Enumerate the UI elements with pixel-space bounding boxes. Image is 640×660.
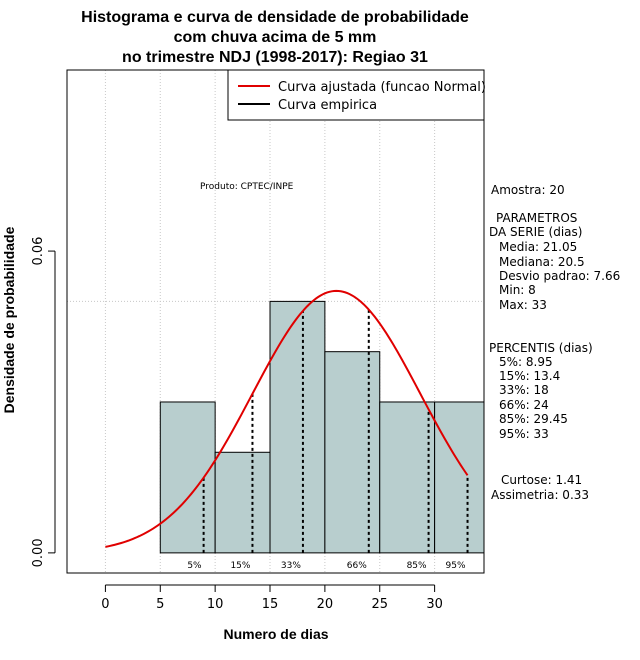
percentil-33: 33%: 18 bbox=[499, 383, 549, 397]
percentil-15: 15%: 13.4 bbox=[499, 369, 560, 383]
percentil-95: 95%: 33 bbox=[499, 427, 549, 441]
chart-title-line-2: com chuva acima de 5 mm bbox=[174, 29, 377, 46]
legend-label-fitted: Curva ajustada (funcao Normal) bbox=[278, 80, 486, 95]
x-tick-label-25: 25 bbox=[371, 597, 388, 612]
legend: Curva ajustada (funcao Normal) Curva emp… bbox=[227, 69, 486, 121]
x-tick-label-20: 20 bbox=[317, 597, 334, 612]
normal-curve-layer bbox=[105, 289, 469, 548]
percentil-66: 66%: 24 bbox=[499, 398, 549, 412]
chart-title-line-1: Histograma e curva de densidade de proba… bbox=[81, 9, 469, 26]
histogram-bar-5 bbox=[434, 401, 485, 554]
x-tick-label-15: 15 bbox=[262, 597, 279, 612]
histogram-bar-2 bbox=[269, 300, 326, 554]
y-tick-label-0: 0.00 bbox=[31, 538, 46, 567]
percentile-lines: 5% 15% 33% 66% 85% 95% bbox=[187, 309, 469, 571]
chart-title-line-3: no trimestre NDJ (1998-2017): Regiao 31 bbox=[122, 49, 428, 66]
percentile-label-0: 5% bbox=[187, 561, 202, 571]
legend-label-empirical: Curva empirica bbox=[278, 98, 377, 113]
param-desvio: Desvio padrao: 7.66 bbox=[499, 269, 620, 283]
percentil-5: 5%: 8.95 bbox=[499, 355, 553, 369]
histogram-bar-3 bbox=[324, 351, 381, 554]
y-tick-label-1: 0.06 bbox=[31, 237, 46, 266]
grid-lines bbox=[67, 70, 484, 573]
x-tick-label-10: 10 bbox=[207, 597, 224, 612]
param-mediana: Mediana: 20.5 bbox=[499, 255, 585, 269]
x-tick-label-30: 30 bbox=[426, 597, 443, 612]
axes: 0 5 10 15 20 25 30 0.00 0.06 bbox=[31, 69, 485, 612]
assimetria: Assimetria: 0.33 bbox=[491, 488, 589, 502]
param-min: Min: 8 bbox=[499, 283, 536, 297]
params-title-1: PARAMETROS bbox=[496, 211, 577, 225]
param-max: Max: 33 bbox=[499, 298, 547, 312]
percentil-85: 85%: 29.45 bbox=[499, 412, 568, 426]
param-media: Media: 21.05 bbox=[499, 240, 577, 254]
percentile-label-4: 85% bbox=[407, 561, 427, 571]
histogram-bar-1 bbox=[214, 451, 271, 554]
sample-size: Amostra: 20 bbox=[491, 183, 565, 197]
histogram-bars bbox=[159, 300, 485, 554]
percentile-label-5: 95% bbox=[446, 561, 466, 571]
x-tick-label-0: 0 bbox=[101, 597, 109, 612]
statistics-panel: Amostra: 20 PARAMETROS DA SERIE (dias) M… bbox=[489, 183, 620, 502]
percentis-title: PERCENTIS (dias) bbox=[489, 341, 593, 355]
percentile-label-2: 33% bbox=[281, 561, 301, 571]
curtose: Curtose: 1.41 bbox=[501, 473, 582, 487]
legend-box bbox=[227, 69, 485, 121]
histogram-bar-0 bbox=[159, 401, 216, 554]
product-label: Produto: CPTEC/INPE bbox=[200, 182, 294, 192]
histogram-bar-4 bbox=[379, 401, 436, 554]
x-tick-label-5: 5 bbox=[156, 597, 164, 612]
normal-curve bbox=[105, 289, 469, 548]
percentile-label-3: 66% bbox=[347, 561, 367, 571]
params-title-2: DA SERIE (dias) bbox=[489, 225, 582, 239]
x-axis-label: Numero de dias bbox=[223, 626, 328, 642]
y-axis-label: Densidade de probabilidade bbox=[1, 226, 17, 413]
percentile-label-1: 15% bbox=[230, 561, 250, 571]
